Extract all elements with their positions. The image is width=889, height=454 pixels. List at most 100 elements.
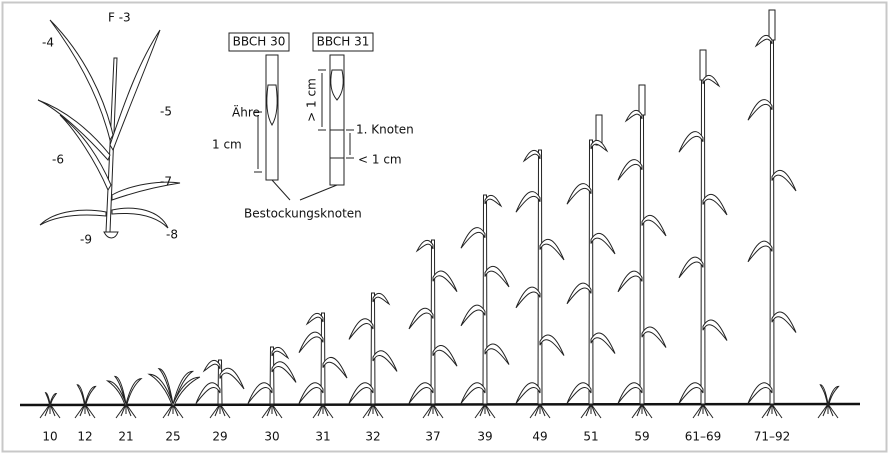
leaf-label: -5 — [160, 105, 172, 119]
plant — [617, 84, 667, 419]
root — [209, 403, 221, 419]
root — [427, 403, 434, 417]
root — [827, 403, 839, 419]
leaf — [271, 361, 297, 383]
leaf — [747, 240, 773, 263]
leaf — [44, 392, 51, 409]
leaf — [617, 159, 643, 181]
stem — [482, 194, 488, 405]
flag-leaf — [754, 34, 773, 48]
root — [125, 403, 137, 419]
leaf — [298, 382, 324, 404]
leaf — [678, 382, 704, 404]
leaf — [771, 169, 797, 192]
leaf — [827, 385, 840, 409]
plant — [348, 292, 398, 419]
flag-leaf — [305, 312, 324, 326]
stage-label: 10 — [42, 430, 57, 444]
plant — [817, 384, 840, 419]
leaf-label: -4 — [42, 36, 54, 50]
detail-label: 1. Knoten — [356, 123, 414, 137]
root — [79, 403, 86, 417]
ground — [19, 402, 861, 407]
root — [692, 403, 704, 419]
stage-label: 51 — [583, 430, 598, 444]
stem — [639, 109, 645, 405]
stage-label: 49 — [532, 430, 547, 444]
leaf — [702, 193, 728, 216]
leaf — [566, 183, 592, 205]
root — [271, 403, 283, 419]
root — [636, 403, 643, 417]
leaf — [432, 345, 458, 367]
leaf — [219, 367, 245, 390]
leaf — [408, 382, 434, 404]
leaf — [195, 382, 221, 404]
box-label: BBCH 31 — [317, 35, 370, 49]
flag-leaf — [484, 194, 503, 208]
root — [484, 403, 496, 419]
stage-label: 30 — [264, 430, 279, 444]
leaf — [372, 350, 398, 372]
root — [362, 403, 374, 419]
root — [534, 403, 541, 417]
leaf — [484, 265, 510, 288]
stage-label: 71–92 — [754, 430, 791, 444]
leaf — [539, 238, 565, 261]
root — [367, 403, 374, 417]
root — [702, 403, 714, 419]
plant — [408, 239, 458, 419]
leaf — [641, 326, 667, 348]
stage-label: 61–69 — [685, 430, 722, 444]
leaf — [125, 378, 143, 409]
leaf — [515, 382, 541, 404]
plants — [39, 9, 840, 419]
stage-label: 39 — [477, 430, 492, 444]
stage-label: 25 — [165, 430, 180, 444]
flag-leaf — [372, 292, 391, 306]
leaf — [322, 357, 348, 379]
plant — [298, 312, 348, 419]
root — [539, 403, 551, 419]
leaf — [747, 382, 773, 404]
plant — [147, 368, 201, 419]
leaf — [348, 382, 374, 404]
stem — [370, 292, 376, 405]
leaf — [484, 343, 510, 365]
flag-leaf — [590, 139, 609, 153]
detail-label: > 1 cm — [305, 78, 319, 122]
root — [44, 403, 51, 417]
leaf — [515, 191, 541, 213]
leaf-label: -6 — [52, 153, 64, 167]
root — [422, 403, 434, 419]
leaf — [641, 214, 667, 237]
detail-label: 1 cm — [212, 138, 242, 152]
leaf — [539, 334, 565, 356]
leaf — [702, 319, 728, 341]
leaf-label: -9 — [80, 233, 92, 247]
leaf — [298, 331, 324, 354]
leaf-label: -7 — [160, 175, 172, 189]
leaf — [460, 304, 486, 327]
flag-leaf — [415, 239, 434, 253]
root — [697, 403, 704, 417]
stage-label: 32 — [365, 430, 380, 444]
plant — [39, 392, 61, 419]
stem — [769, 34, 775, 405]
stem — [430, 239, 436, 405]
stem-detail — [254, 54, 354, 201]
leaf — [617, 382, 643, 404]
plant — [74, 384, 97, 419]
stem — [700, 74, 706, 405]
stem — [320, 312, 326, 405]
stem — [217, 359, 223, 405]
root — [479, 403, 486, 417]
leaf — [84, 385, 97, 409]
leaf — [566, 382, 592, 404]
root — [84, 403, 96, 419]
plant — [747, 9, 797, 419]
root — [261, 403, 273, 419]
stage-label: 21 — [118, 430, 133, 444]
leaf — [678, 256, 704, 279]
